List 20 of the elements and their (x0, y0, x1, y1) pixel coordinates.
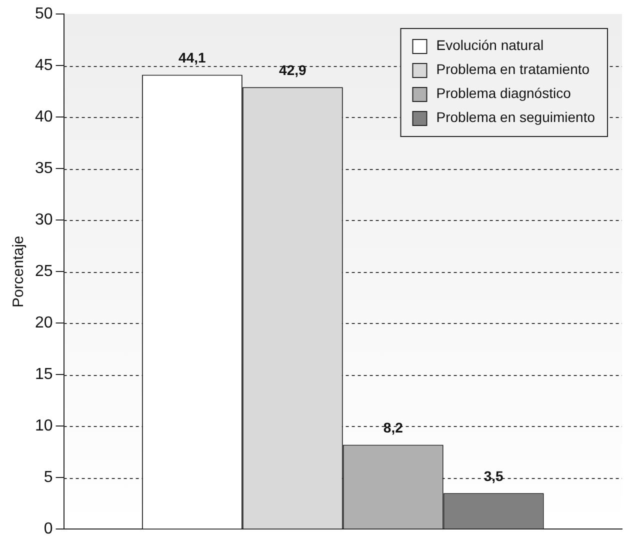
data-label: 8,2 (383, 420, 404, 436)
y-tick-label: 40 (35, 108, 53, 126)
y-tick-label: 25 (35, 263, 53, 280)
data-label: 3,5 (484, 468, 504, 484)
legend-label: Problema en seguimiento (436, 108, 596, 125)
data-label: 44,1 (178, 50, 206, 66)
legend-label: Problema en tratamiento (436, 60, 590, 77)
data-label: 42,9 (279, 62, 306, 78)
y-tick-label: 15 (35, 366, 53, 384)
y-tick-label: 45 (35, 56, 53, 74)
y-tick-label: 20 (35, 314, 53, 332)
y-tick-label: 0 (44, 520, 53, 538)
y-tick-label: 10 (35, 418, 53, 435)
y-tick-label: 5 (44, 469, 53, 486)
y-tick-label: 30 (35, 211, 53, 228)
y-axis-title: Porcentaje (10, 236, 28, 308)
legend-label: Problema diagnóstico (436, 84, 572, 101)
y-tick-label: 35 (35, 160, 53, 177)
y-tick-label: 50 (35, 5, 53, 22)
legend-label: Evolución natural (436, 36, 544, 53)
